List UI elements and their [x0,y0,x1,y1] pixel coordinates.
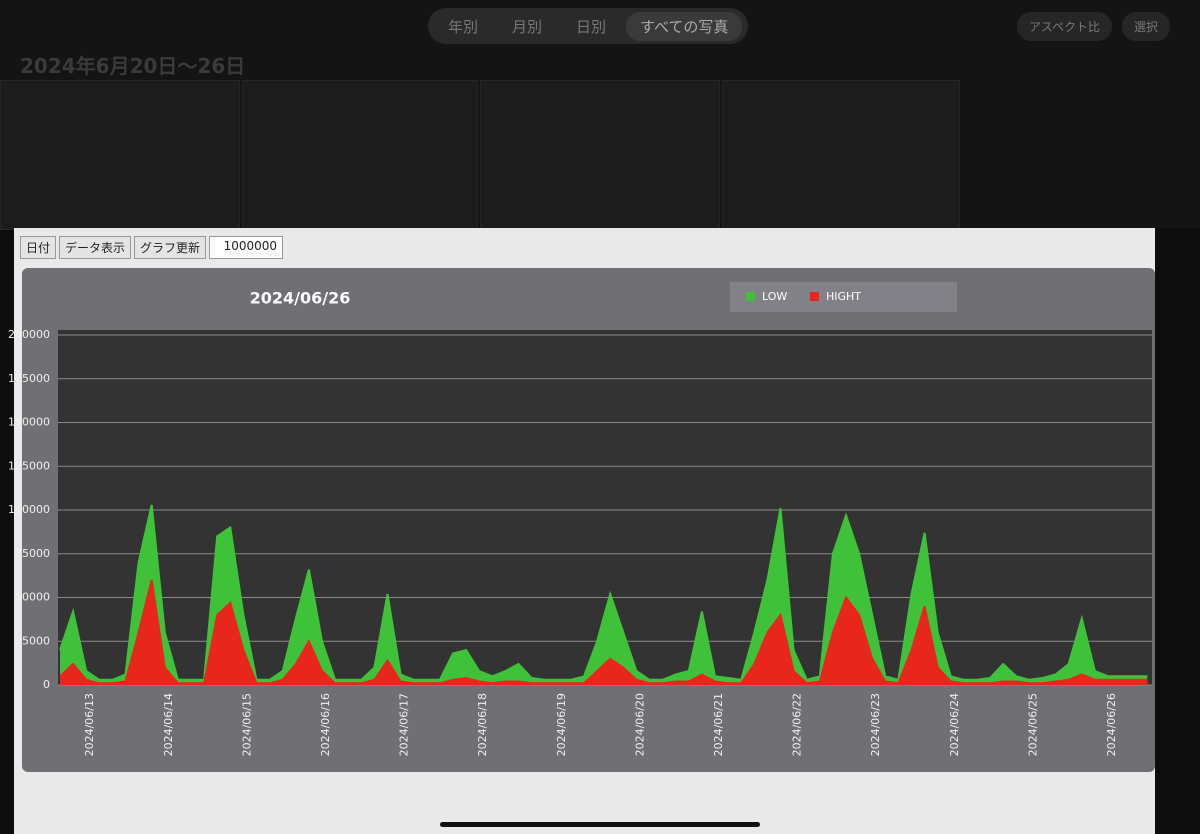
y-tick-label: 75000 [15,547,50,560]
x-tick-label: 2024/06/26 [1105,693,1118,756]
tab-group: 年別 月別 日別 すべての写真 [428,8,749,44]
thumbnail [480,80,720,230]
button[interactable]: 日付 [20,236,57,259]
y-tick-label: 50000 [15,591,50,604]
thumbnail [242,80,478,230]
actions: アスペクト比 選択 [1016,12,1170,41]
x-tick-label: 2024/06/25 [1026,693,1039,756]
x-tick-label: 2024/06/18 [476,693,489,756]
area [60,504,1148,685]
action-button[interactable]: 選択 [1121,12,1170,41]
y-tick-label: 100000 [8,503,50,516]
action-button[interactable]: アスペクト比 [1016,12,1112,41]
x-tick-label: 2024/06/13 [83,693,96,756]
tab[interactable]: 月別 [512,17,543,36]
x-tick-label: 2024/06/16 [319,693,332,756]
x-tick-label: 2024/06/15 [240,693,253,756]
home-indicator [440,822,760,827]
y-tick-label: 200000 [8,328,50,341]
x-tick-label: 2024/06/23 [869,693,882,756]
legend [730,282,957,312]
x-tick-label: 2024/06/19 [555,693,568,756]
y-tick-label: 0 [43,678,50,691]
tab[interactable]: 日別 [576,17,607,36]
legend-label: HIGHT [826,290,861,303]
chart-title: 2024/06/26 [250,289,351,308]
legend-swatch [746,292,755,301]
line [59,579,1148,685]
line [59,504,1148,682]
x-tick-label: 2024/06/14 [162,693,175,756]
button[interactable]: グラフ更新 [134,236,207,259]
x-tick-label: 2024/06/21 [712,693,725,756]
x-tick-label: 2024/06/20 [633,693,646,756]
tab[interactable]: 年別 [448,17,479,36]
legend-label: LOW [762,290,787,303]
button[interactable]: データ表示 [59,236,132,259]
y-tick-label: 150000 [8,416,50,429]
legend-swatch [810,292,819,301]
thumbnail [0,80,240,230]
y-tick-label: 175000 [8,372,50,385]
y-tick-label: 25000 [15,634,50,647]
y-tick-label: 125000 [8,459,50,472]
number-input[interactable]: 1000000 [209,236,284,259]
tab[interactable]: すべての写真 [626,11,743,41]
photo-app-bar: 2024年6月20日〜26日 年別 月別 日別 すべての写真 アスペクト比 選択 [0,0,1200,230]
toolbar: 日付 データ表示 グラフ更新 1000000 [20,236,284,259]
album-title: 2024年6月20日〜26日 [20,54,246,78]
x-tick-label: 2024/06/22 [791,693,804,756]
x-tick-label: 2024/06/17 [398,693,411,756]
x-tick-label: 2024/06/24 [948,693,961,756]
